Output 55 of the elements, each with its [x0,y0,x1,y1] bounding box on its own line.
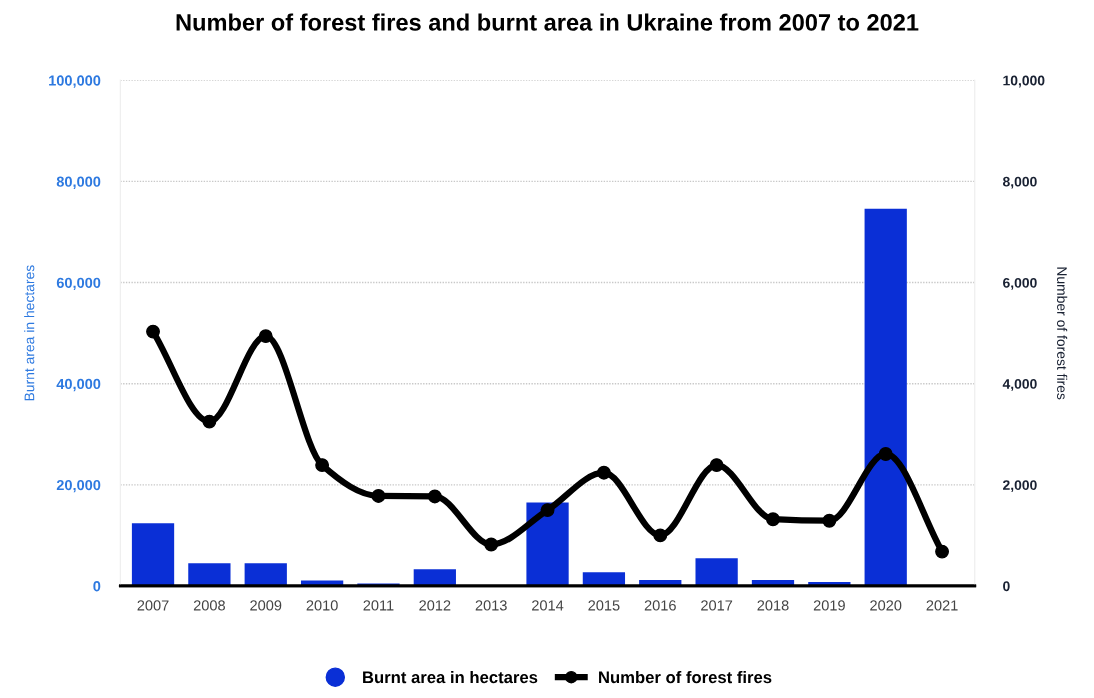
x-tick-label: 2020 [870,600,902,611]
y2-tick-label: 0 [1003,581,1010,592]
y-axis-title: Burnt area in hectares [24,265,35,401]
y-tick-label: 20,000 [56,479,101,493]
bar [864,208,907,586]
point [427,489,442,504]
y-tick-label: 40,000 [56,378,101,392]
point [878,447,893,461]
y2-tick-label: 6,000 [1003,277,1037,290]
x-tick-label: 2014 [532,600,564,611]
x-tick-label: 2017 [701,600,733,611]
x-tick-label: 2009 [250,600,282,611]
bar [695,558,738,586]
y2-tick-label: 2,000 [1003,480,1037,493]
bar [526,502,569,586]
point [709,458,724,473]
point [258,329,273,344]
point [371,489,386,503]
point [822,513,837,528]
x-tick-label: 2008 [193,600,225,611]
point [935,544,950,559]
bar [188,563,231,586]
y-tick-label: 100,000 [49,75,101,88]
y-tick-label: 60,000 [56,277,101,291]
point [146,324,160,339]
chart-title: Number of forest fires and burnt area in Ukraine from 2007 to 2021 [176,13,919,31]
bar [131,523,175,586]
x-tick-label: 2007 [137,600,169,611]
x-tick-label: 2011 [363,600,394,611]
point [202,414,217,429]
y-tick-label: 80,000 [56,176,101,189]
x-tick-label: 2021 [926,600,958,611]
y2-tick-label: 4,000 [1002,379,1037,391]
legend-label: Burnt area in hectares [363,670,538,684]
bar [413,569,456,586]
point [540,503,555,518]
x-tick-label: 2015 [588,600,620,611]
x-tick-label: 2010 [306,600,338,611]
x-tick-label: 2016 [644,600,676,611]
x-tick-label: 2019 [813,600,845,611]
point [596,465,611,480]
legend-label: Number of forest fires [599,670,772,684]
y2-tick-label: 8,000 [1002,176,1037,189]
y2-tick-label: 10,000 [1003,75,1045,88]
point [766,512,780,527]
bar [244,563,287,586]
x-tick-label: 2012 [419,600,451,611]
y2-axis-title: Number of forest fires [1057,267,1068,400]
x-tick-label: 2013 [475,600,507,611]
bar [582,572,626,586]
point [315,458,330,473]
point [653,528,668,543]
point [484,537,499,552]
x-tick-label: 2018 [757,600,789,611]
y-tick-label: 0 [93,581,101,592]
